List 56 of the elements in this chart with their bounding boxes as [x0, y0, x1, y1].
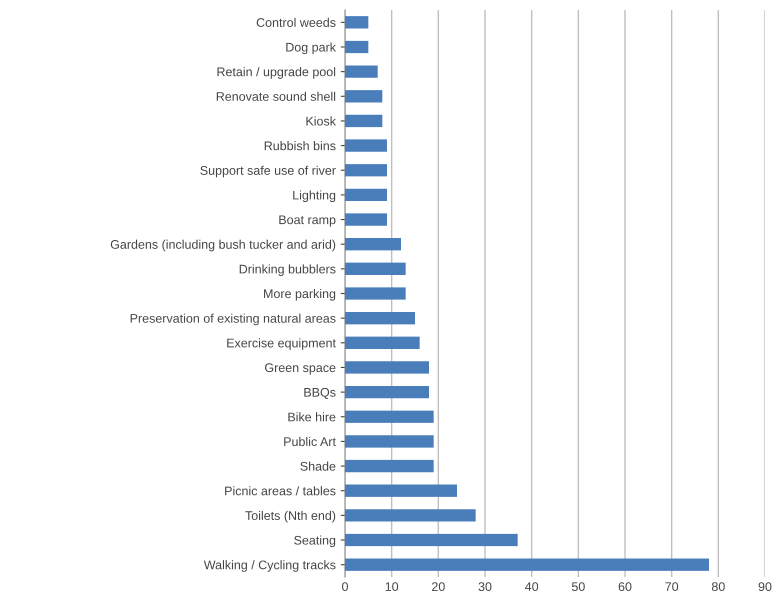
x-tick-label: 0: [342, 582, 348, 592]
y-tick-label: Walking / Cycling tracks: [204, 560, 336, 572]
bar: [345, 238, 401, 250]
bar: [345, 460, 434, 472]
y-tick-label: Exercise equipment: [227, 338, 336, 350]
x-tick-label: 10: [386, 582, 398, 592]
y-tick-label: Gardens (including bush tucker and arid): [110, 240, 336, 252]
bar: [345, 262, 406, 276]
y-tick-label: Rubbish bins: [264, 141, 336, 150]
bar: [345, 287, 406, 300]
y-tick-label: Drinking bubblers: [240, 264, 336, 276]
bar: [345, 164, 387, 176]
y-tick-label: Seating: [294, 535, 336, 548]
bar: [345, 558, 709, 571]
y-tick-label: BBQs: [304, 388, 336, 399]
y-tick-label: Bike hire: [288, 412, 336, 422]
bar: [345, 509, 476, 522]
y-tick-label: Kiosk: [306, 116, 336, 126]
x-tick-label: 90: [758, 582, 772, 592]
y-tick-label: Lighting: [293, 190, 336, 202]
x-tick-label: 70: [665, 582, 678, 592]
x-tick-label: 40: [525, 582, 538, 592]
bar: [345, 386, 429, 398]
bar: [345, 410, 434, 423]
x-tick-label: 20: [432, 582, 445, 592]
x-tick-label: 50: [572, 582, 585, 592]
bar: [345, 213, 387, 226]
y-tick-label: Retain / upgrade pool: [217, 67, 336, 79]
bar: [345, 361, 429, 374]
bar: [345, 139, 387, 152]
x-tick-label: 30: [478, 582, 492, 592]
bar: [345, 114, 382, 128]
y-tick-label: Support safe use of river: [200, 166, 336, 178]
bar: [345, 90, 382, 102]
bar: [345, 40, 368, 54]
y-tick-label: Toilets (Nth end): [245, 510, 336, 522]
bar: [345, 484, 457, 497]
y-tick-label: Green space: [265, 363, 336, 375]
bar: [345, 534, 518, 546]
bar: [345, 188, 387, 202]
bar: [345, 435, 434, 448]
bar: [345, 336, 420, 349]
y-tick-label: Picnic areas / tables: [225, 486, 336, 496]
bar: [345, 16, 368, 28]
y-tick-label: Dog park: [286, 42, 336, 54]
x-tick-label: 80: [712, 582, 725, 592]
y-tick-label: Boat ramp: [279, 215, 336, 227]
y-tick-label: Shade: [300, 462, 336, 471]
bar: [345, 312, 415, 324]
y-tick-label: Control weeds: [256, 18, 336, 27]
y-tick-label: Public Art: [284, 436, 336, 446]
x-tick-label: 60: [618, 582, 632, 592]
y-tick-label: More parking: [264, 288, 336, 301]
y-tick-label: Preservation of existing natural areas: [130, 314, 336, 326]
bar: [345, 65, 378, 78]
y-tick-label: Renovate sound shell: [216, 92, 336, 101]
